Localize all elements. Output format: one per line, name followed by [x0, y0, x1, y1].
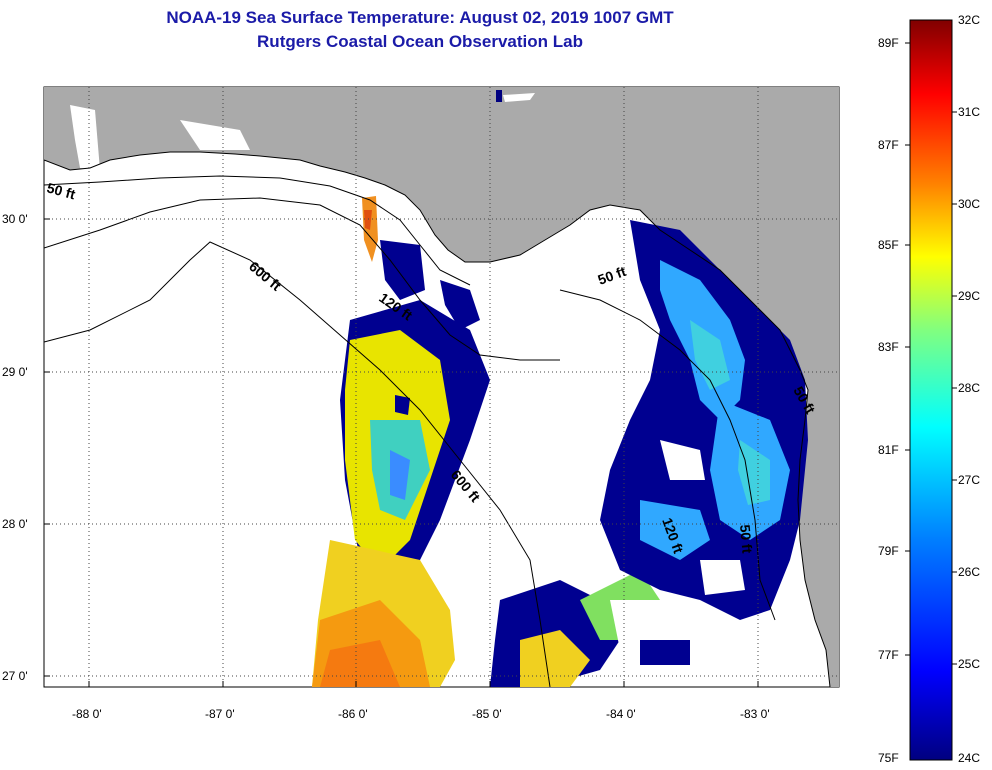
colorbar-f-label: 89F: [878, 36, 899, 50]
frame-ticks: [44, 218, 759, 687]
coastline: [44, 151, 831, 687]
lat-tick-label: 28 0': [2, 517, 28, 531]
colorbar-c-label: 27C: [958, 473, 980, 487]
contour-label: 50 ft: [45, 179, 77, 202]
colorbar-f-label: 85F: [878, 238, 899, 252]
colorbar: [909, 19, 953, 761]
colorbar-f-label: 77F: [878, 648, 899, 662]
lake: [496, 90, 502, 102]
lake-ice: [503, 93, 535, 102]
colorbar-f-label: 79F: [878, 544, 899, 558]
colorbar-c-label: 29C: [958, 289, 980, 303]
isobath-50ft-west: [44, 175, 471, 286]
colorbar-c-label: 31C: [958, 105, 980, 119]
colorbar-f-label: 81F: [878, 443, 899, 457]
colorbar-c-label: 28C: [958, 381, 980, 395]
lon-tick-label: -83 0': [740, 707, 770, 721]
lon-tick-label: -85 0': [472, 707, 502, 721]
lat-tick-label: 30 0': [2, 212, 28, 226]
colorbar-c-label: 32C: [958, 13, 980, 27]
lat-tick-label: 29 0': [2, 365, 28, 379]
land-area: [44, 87, 839, 687]
lon-tick-label: -87 0': [205, 707, 235, 721]
colorbar-ticks: [905, 42, 957, 665]
contour-label: 50 ft: [737, 524, 755, 554]
colorbar-c-label: 25C: [958, 657, 980, 671]
colorbar-c-label: 26C: [958, 565, 980, 579]
lat-tick-label: 27 0': [2, 669, 28, 683]
lon-tick-label: -86 0': [338, 707, 368, 721]
colorbar-c-label: 24C: [958, 751, 980, 765]
graticule: [44, 87, 839, 687]
colorbar-c-label: 30C: [958, 197, 980, 211]
bay: [70, 105, 100, 170]
isobath-120ft: [44, 197, 560, 361]
lon-tick-label: -88 0': [72, 707, 102, 721]
isobath-600ft: [44, 241, 551, 687]
sst-swath: [312, 196, 808, 687]
map-title: NOAA-19 Sea Surface Temperature: August …: [166, 8, 674, 27]
map-subtitle: Rutgers Coastal Ocean Observation Lab: [257, 32, 583, 51]
colorbar-f-label: 87F: [878, 138, 899, 152]
lon-tick-label: -84 0': [606, 707, 636, 721]
bay: [180, 120, 250, 150]
colorbar-f-label: 83F: [878, 340, 899, 354]
colorbar-f-label: 75F: [878, 751, 899, 765]
isobath-50ft-east: [559, 289, 776, 621]
